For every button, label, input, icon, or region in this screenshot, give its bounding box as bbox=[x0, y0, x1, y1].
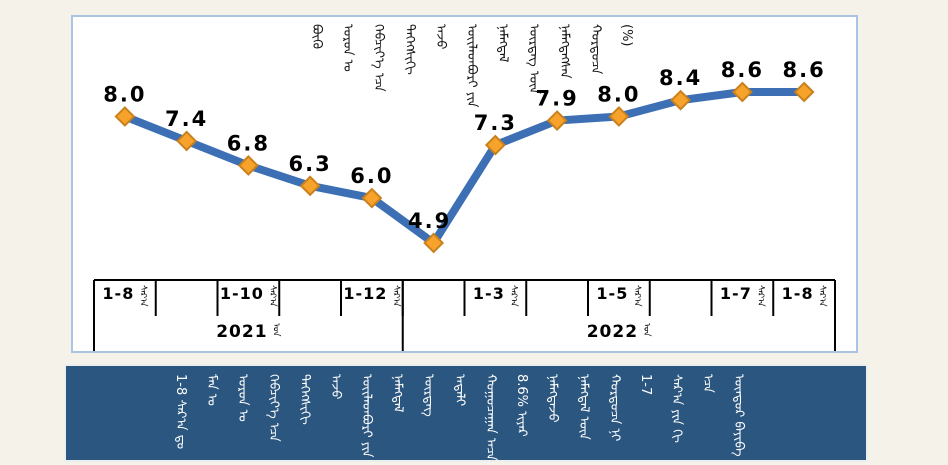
data-point-marker bbox=[361, 187, 383, 209]
banner-word: ᠠᠳᠠᠯᠢ bbox=[452, 374, 467, 407]
data-point-marker bbox=[793, 81, 815, 103]
chart-title-word: ᠪᠦᠬᠦ bbox=[309, 24, 324, 50]
banner-word: ᠨᠡᠮᠡᠭᠳᠡᠵᠦ bbox=[545, 374, 560, 423]
banner-word: ᠡᠴᠡ bbox=[700, 374, 715, 393]
data-point-label: 8.0 bbox=[597, 82, 640, 106]
chart-title-unit: (%) bbox=[619, 24, 634, 47]
banner-word: 1-8 ᠰᠠᠷ᠎ᠠ ᠳᠤ bbox=[173, 374, 188, 450]
banner-word: ᠥᠨᠳᠥᠷ ᠪᠠᠶᠢᠪᠠ bbox=[731, 374, 746, 457]
data-point-label: 8.6 bbox=[783, 58, 826, 82]
banner-word: ᠠᠵᠤ bbox=[328, 374, 343, 400]
chart-title-word: ᠬᠤᠷᠳᠤᠴᠠ bbox=[588, 24, 603, 75]
data-point-label: 8.0 bbox=[103, 82, 146, 106]
data-point-label: 4.9 bbox=[408, 209, 451, 233]
data-line bbox=[120, 88, 809, 247]
chart-title-word: ᠬᠡᠪᠴᠢᠶ᠎ᠡ ᠡᠴᠡ bbox=[371, 24, 386, 92]
line-chart: 8.0 7.4 6.8 6.3 6.0 4.9 7.3 7.9 8.0 8.4 8.6 8.6 bbox=[93, 58, 836, 351]
chart-title-word: ᠦᠢᠯᠡᠳᠪᠦᠷᠢ ᠶᠢᠨ bbox=[464, 24, 479, 108]
chart-title-word: ᠠᠵᠤ bbox=[433, 24, 448, 50]
chart-title-word: ᠳᠡᠭᠡᠭᠰᠢᠬᠢ bbox=[402, 24, 417, 75]
chart-title-word: ᠨᠡᠮᠡᠭᠳᠡᠯ bbox=[495, 24, 510, 63]
data-point-label: 6.3 bbox=[289, 152, 332, 176]
data-point-label: 7.3 bbox=[474, 111, 517, 135]
banner-word: ᠣᠷᠣᠨ ᠤ bbox=[235, 374, 250, 422]
data-point-marker bbox=[484, 134, 506, 156]
chart-title: ᠪᠦᠬᠦ ᠣᠷᠣᠨ ᠤ ᠬᠡᠪᠴᠢᠶ᠎ᠡ ᠡᠴᠡ ᠳᠡᠭᠡᠭᠰᠢᠬᠢ ᠠᠵᠤ ᠦᠢᠯᠡᠳᠪ… bbox=[308, 24, 635, 124]
chart-title-word: ᠨᠡᠮᠡᠭᠳᠡᠭᠰᠡᠨ bbox=[557, 24, 572, 79]
data-point-label: 7.4 bbox=[165, 107, 208, 131]
banner-word: ᠰᠠᠷ᠎ᠠ ᠶᠢᠨ ᠬᠢ bbox=[669, 374, 684, 443]
banner-word: ᠥᠷᠲᠡᠭ bbox=[421, 374, 436, 417]
banner-word: ᠦᠢᠯᠡᠳᠪᠦᠷᠢ ᠶᠢᠨ bbox=[359, 374, 374, 458]
banner-word: ᠳᠡᠭᠡᠭᠰᠢᠬᠢ bbox=[297, 374, 312, 425]
banner-word: ᠬᠤᠷᠳᠤᠴᠠ ᠨᠢ bbox=[607, 374, 622, 442]
data-point-marker bbox=[670, 89, 692, 111]
banner-word: ᠨᠡᠮᠡᠭᠳᠡᠯ bbox=[390, 374, 405, 413]
banner-word: 1-7 bbox=[638, 374, 653, 396]
data-point-marker bbox=[114, 106, 136, 127]
data-point-marker bbox=[299, 175, 321, 197]
chart-card: ᠪᠦᠬᠦ ᠣᠷᠣᠨ ᠤ ᠬᠡᠪᠴᠢᠶ᠎ᠡ ᠡᠴᠡ ᠳᠡᠭᠡᠭᠰᠢᠬᠢ ᠠᠵᠤ ᠦᠢᠯᠡᠳᠪ… bbox=[71, 15, 858, 353]
banner-word: ᠮᠠᠨ ᠤ bbox=[204, 374, 219, 406]
data-point-marker bbox=[176, 130, 198, 152]
banner-word: ᠨᠡᠮᠡᠭᠳᠡᠯ ᠦᠨ bbox=[576, 374, 591, 440]
data-point-label: 7.9 bbox=[536, 87, 579, 111]
data-point-marker bbox=[237, 155, 259, 176]
data-point-label: 8.6 bbox=[721, 58, 764, 82]
chart-title-word: ᠣᠷᠣᠨ ᠤ bbox=[340, 24, 355, 72]
data-point-label: 6.0 bbox=[350, 164, 393, 188]
data-point-marker bbox=[546, 110, 568, 131]
banner-word: ᠬᠤᠭᠤᠴᠠᠭᠠᠨ ᠠᠴᠠ bbox=[483, 374, 498, 461]
data-point-label: 6.8 bbox=[227, 131, 270, 155]
data-point-label: 8.4 bbox=[659, 66, 702, 90]
chart-title-word: ᠥᠷᠲᠡᠭ ᠦᠨ bbox=[526, 24, 541, 95]
data-point-marker bbox=[608, 106, 630, 127]
banner-word: ᠬᠡᠪᠴᠢᠶ᠎ᠡ ᠡᠴᠡ bbox=[266, 374, 281, 442]
data-point-marker bbox=[423, 232, 445, 254]
data-point-marker bbox=[731, 81, 753, 103]
banner-word: 8.6% ᠢᠶᠠᠷ bbox=[514, 374, 529, 437]
caption-banner: 1-8 ᠰᠠᠷ᠎ᠠ ᠳᠤ ᠮᠠᠨ ᠤ ᠣᠷᠣᠨ ᠤ ᠬᠡᠪᠴᠢᠶ᠎ᠡ ᠡᠴᠡ ᠳᠡᠭᠡᠭ… bbox=[66, 366, 866, 461]
